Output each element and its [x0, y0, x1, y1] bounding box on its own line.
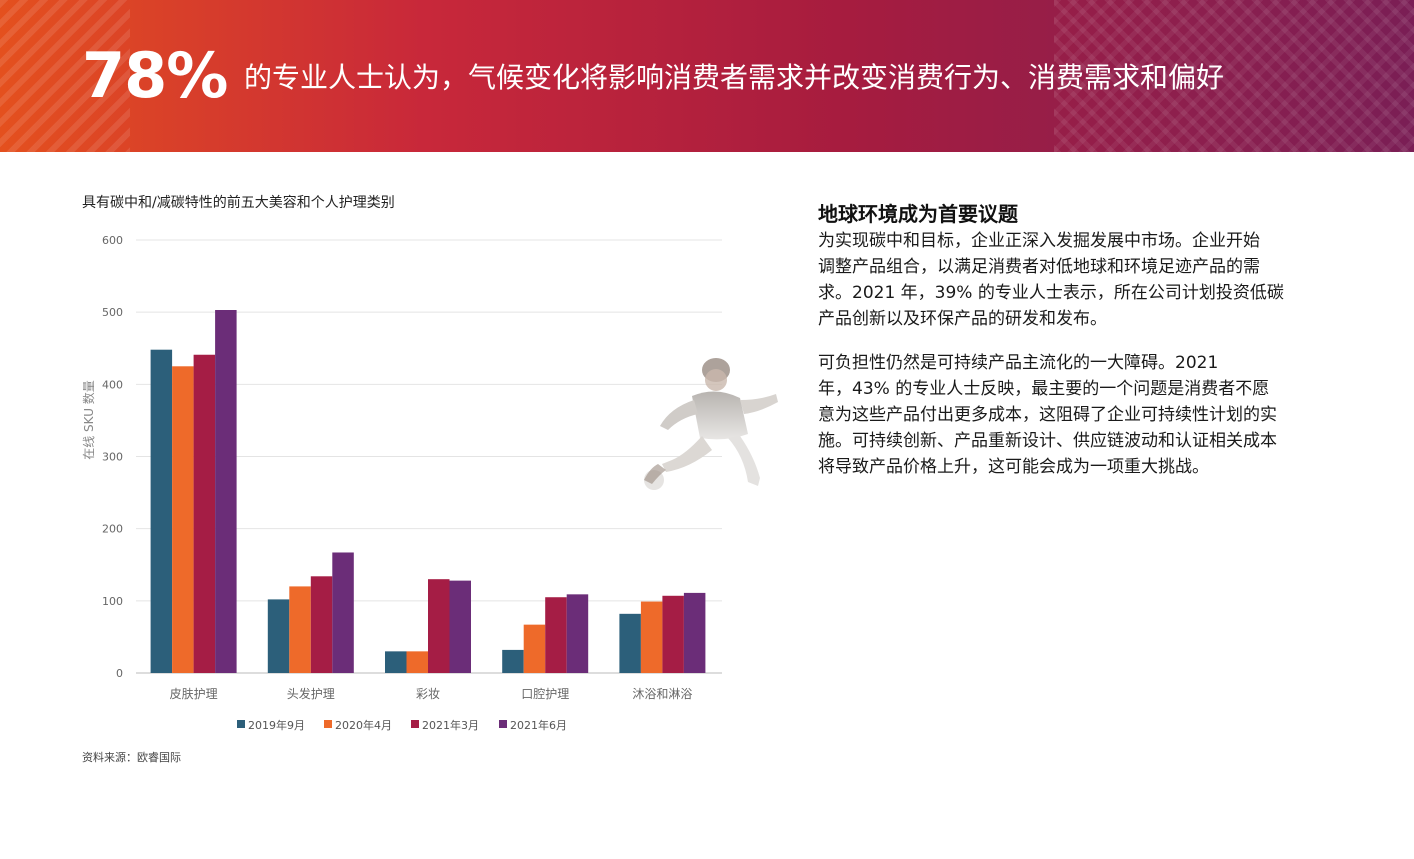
legend-swatch [237, 720, 245, 728]
bar [502, 649, 524, 673]
bar [619, 613, 641, 673]
soccer-player-illustration [644, 358, 778, 490]
legend-swatch [499, 720, 507, 728]
bars [150, 310, 706, 673]
legend-swatch [324, 720, 332, 728]
legend-label: 2020年4月 [335, 718, 392, 732]
legend-label: 2021年3月 [422, 718, 479, 732]
bar [640, 601, 663, 673]
bar [150, 349, 173, 673]
y-tick-label: 300 [102, 451, 123, 464]
y-tick-labels: 0 100 200 300 400 500 600 [102, 234, 123, 680]
paragraph-line: 产品创新以及环保产品的研发和发布。 [818, 309, 1107, 329]
paragraph-1: 为实现碳中和目标，企业正深入发掘发展中市场。企业开始 调整产品组合，以满足消费者… [818, 228, 1338, 332]
bar [662, 595, 684, 673]
header-banner: 78% 的专业人士认为，气候变化将影响消费者需求并改变消费行为、消费需求和偏好 [0, 0, 1414, 152]
y-tick-label: 500 [102, 306, 123, 319]
bar [385, 651, 407, 673]
legend-swatch [411, 720, 419, 728]
bar [332, 552, 354, 673]
y-axis-label: 在线 SKU 数量 [81, 380, 96, 460]
bar [683, 592, 706, 673]
x-tick-label: 彩妆 [416, 687, 440, 701]
bar [523, 624, 546, 673]
y-tick-label: 0 [116, 667, 123, 680]
bar [289, 586, 311, 673]
paragraph-line: 将导致产品价格上升，这可能会成为一项重大挑战。 [818, 457, 1209, 477]
y-tick-label: 200 [102, 523, 123, 536]
bar [449, 580, 471, 673]
legend: 2019年9月 2020年4月 2021年3月 2021年6月 [237, 718, 567, 732]
banner-stripe-pattern-right [1054, 0, 1414, 152]
banner-stripe-pattern-left [0, 0, 130, 152]
legend-label: 2019年9月 [248, 718, 305, 732]
x-tick-label: 头发护理 [287, 686, 335, 701]
paragraph-line: 意为这些产品付出更多成本，这阻碍了企业可持续性计划的实 [818, 405, 1277, 425]
paragraph-line: 可负担性仍然是可持续产品主流化的一大障碍。2021 [818, 353, 1219, 373]
source-note: 资料来源：欧睿国际 [82, 751, 181, 764]
x-tick-label: 皮肤护理 [170, 686, 218, 701]
y-tick-label: 600 [102, 234, 123, 247]
bar [193, 354, 216, 673]
paragraph-line: 调整产品组合，以满足消费者对低地球和环境足迹产品的需 [818, 257, 1260, 277]
paragraph-line: 施。可持续创新、产品重新设计、供应链波动和认证相关成本 [818, 431, 1277, 451]
x-tick-label: 口腔护理 [521, 686, 569, 701]
paragraph-line: 求。2021 年，39% 的专业人士表示，所在公司计划投资低碳 [818, 283, 1284, 303]
y-tick-label: 100 [102, 595, 123, 608]
bar [566, 594, 589, 673]
right-text-column: 地球环境成为首要议题 为实现碳中和目标，企业正深入发掘发展中市场。企业开始 调整… [818, 200, 1338, 480]
chart-title: 具有碳中和/减碳特性的前五大美容和个人护理类别 [82, 195, 395, 211]
bar [406, 651, 428, 673]
bar [267, 599, 290, 673]
bar [215, 310, 237, 673]
bar [172, 366, 194, 673]
bar [545, 597, 567, 673]
y-tick-label: 400 [102, 378, 123, 391]
x-tick-label: 沐浴和淋浴 [632, 687, 692, 701]
banner-statement: 的专业人士认为，气候变化将影响消费者需求并改变消费行为、消费需求和偏好 [244, 61, 1225, 94]
bar [310, 576, 333, 673]
bar [428, 579, 450, 673]
section-heading: 地球环境成为首要议题 [818, 202, 1018, 226]
x-tick-labels: 皮肤护理 头发护理 彩妆 口腔护理 沐浴和淋浴 [170, 686, 693, 701]
paragraph-line: 年，43% 的专业人士反映，最主要的一个问题是消费者不愿 [818, 379, 1270, 399]
paragraph-line: 为实现碳中和目标，企业正深入发掘发展中市场。企业开始 [818, 231, 1260, 251]
legend-label: 2021年6月 [510, 718, 567, 732]
banner-percent: 78% [82, 39, 228, 112]
paragraph-2: 可负担性仍然是可持续产品主流化的一大障碍。2021 年，43% 的专业人士反映，… [818, 350, 1338, 480]
